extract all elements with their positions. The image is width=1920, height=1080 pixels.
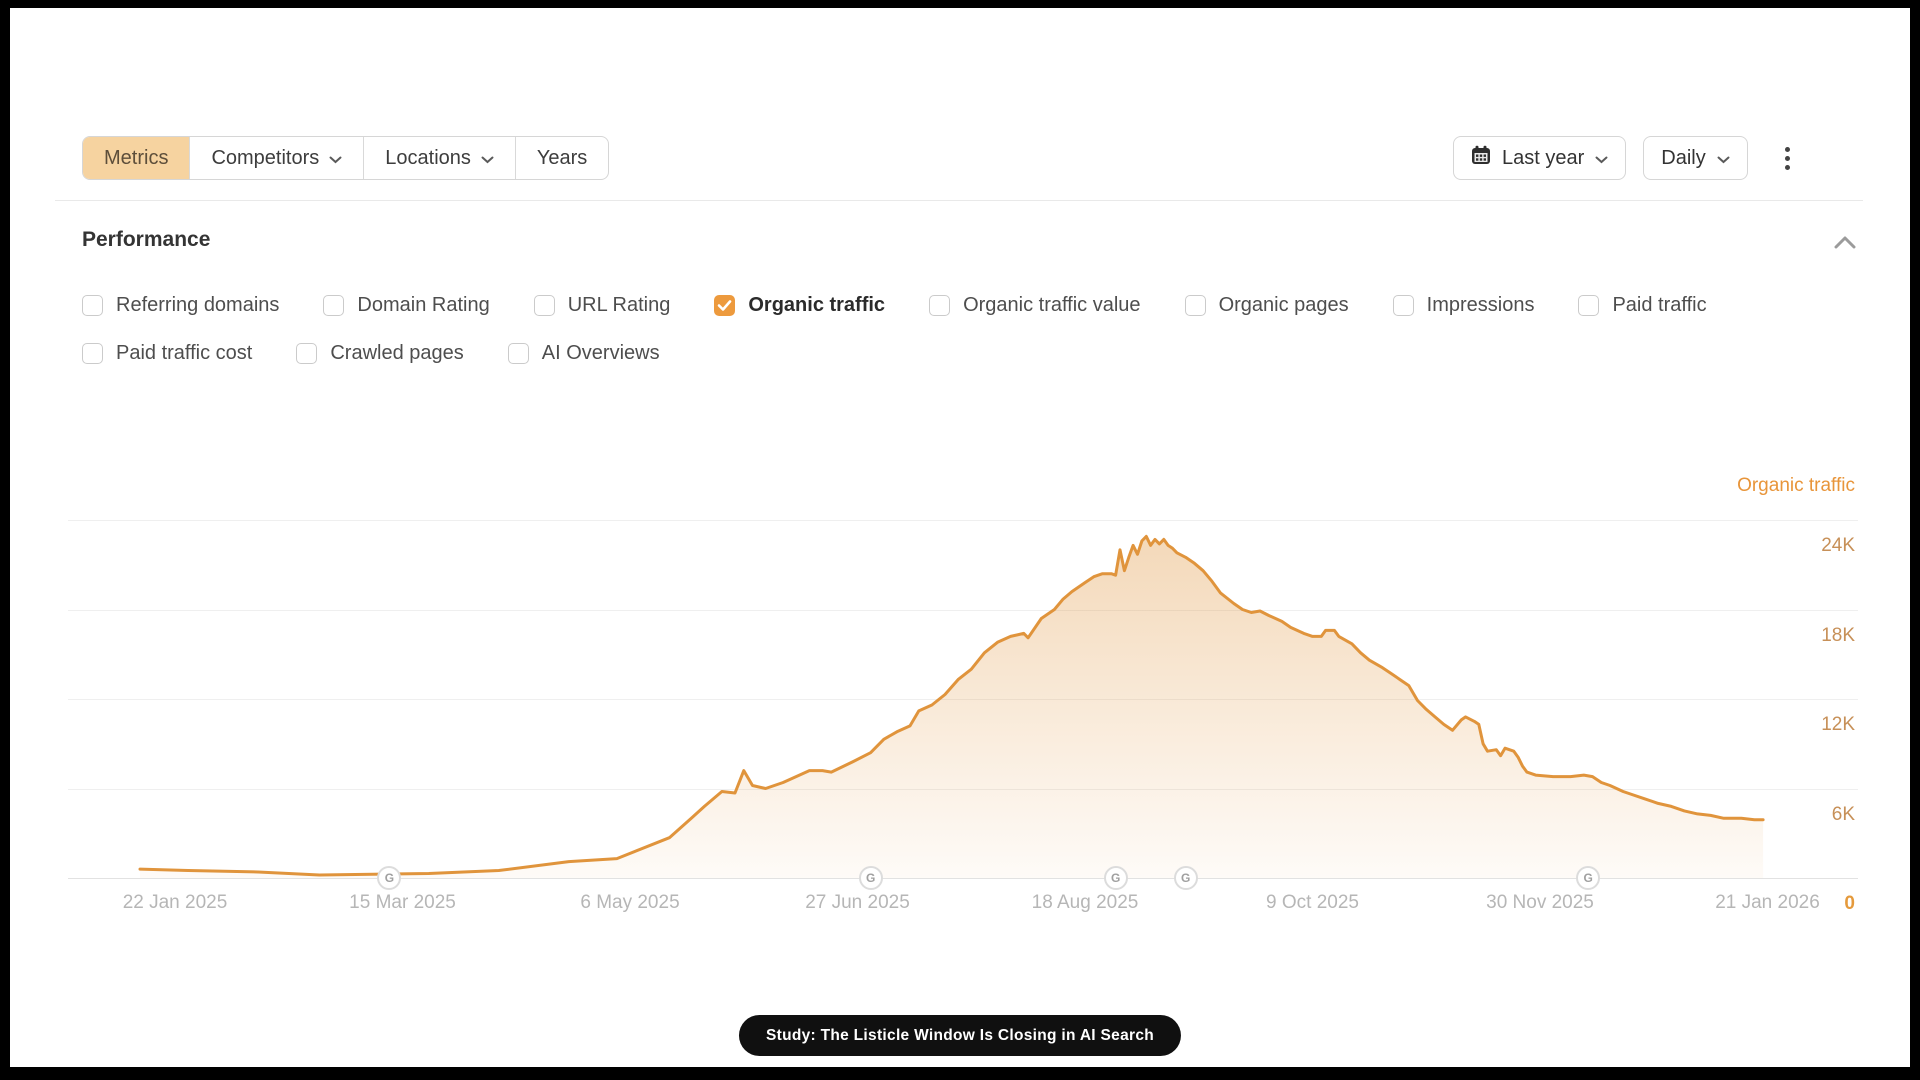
- checkbox-icon[interactable]: [929, 294, 951, 316]
- metric-checkbox-referring-domains[interactable]: Referring domains: [82, 294, 279, 317]
- metric-label: Organic traffic value: [963, 293, 1141, 316]
- chart-gridline: [68, 609, 1858, 611]
- app-canvas: Metrics Competitors Locations Years: [10, 8, 1910, 1067]
- study-title-badge: Study: The Listicle Window Is Closing in…: [738, 1015, 1182, 1056]
- chevron-down-icon: [1717, 147, 1730, 170]
- metric-label: Organic traffic: [748, 293, 886, 316]
- checkbox-icon[interactable]: [1578, 294, 1600, 316]
- y-tick-label: 24K: [1821, 535, 1855, 556]
- x-tick-label: 22 Jan 2025: [122, 892, 228, 913]
- tab-metrics[interactable]: Metrics: [83, 137, 191, 179]
- y-tick-label: 18K: [1821, 624, 1855, 646]
- tab-locations[interactable]: Locations: [364, 137, 516, 179]
- metric-label: URL Rating: [567, 293, 671, 316]
- x-tick-label: 27 Jun 2025: [805, 892, 910, 913]
- metric-label: Domain Rating: [357, 293, 490, 316]
- metric-checkbox-organic-traffic[interactable]: Organic traffic: [714, 294, 885, 317]
- google-update-marker[interactable]: G: [858, 866, 883, 890]
- metric-label: Organic pages: [1218, 293, 1349, 316]
- google-update-marker[interactable]: G: [377, 866, 402, 890]
- tab-metrics-label: Metrics: [104, 146, 169, 169]
- checkbox-icon[interactable]: [296, 342, 318, 364]
- metric-checkbox-paid-traffic[interactable]: Paid traffic: [1578, 293, 1707, 317]
- view-tabs: Metrics Competitors Locations Years: [82, 136, 610, 180]
- metric-label: AI Overviews: [541, 341, 660, 364]
- tab-competitors[interactable]: Competitors: [190, 137, 365, 179]
- x-tick-label: 30 Nov 2025: [1486, 892, 1594, 913]
- metric-label: Crawled pages: [330, 341, 464, 364]
- metric-checkbox-ai-overviews[interactable]: AI Overviews: [507, 341, 660, 365]
- metric-checkbox-impressions[interactable]: Impressions: [1392, 293, 1535, 317]
- chevron-down-icon: [1595, 147, 1608, 170]
- chart-series-label: Organic traffic: [1737, 475, 1855, 496]
- x-tick-label: 9 Oct 2025: [1266, 892, 1359, 913]
- checkbox-icon[interactable]: [323, 294, 345, 316]
- collapse-section-button[interactable]: [1834, 236, 1856, 254]
- traffic-area-chart: [138, 534, 1765, 878]
- tab-competitors-label: Competitors: [211, 146, 320, 169]
- metric-checkbox-organic-pages[interactable]: Organic pages: [1184, 293, 1349, 317]
- metric-checkbox-organic-traffic-value[interactable]: Organic traffic value: [929, 294, 1141, 317]
- metric-checkbox-domain-rating[interactable]: Domain Rating: [323, 293, 490, 317]
- granularity-button[interactable]: Daily: [1643, 136, 1748, 180]
- metric-checkbox-url-rating[interactable]: URL Rating: [533, 293, 671, 317]
- metric-label: Paid traffic cost: [116, 341, 253, 364]
- y-tick-label: 12K: [1821, 714, 1855, 735]
- chevron-down-icon: [329, 147, 342, 170]
- date-range-label: Last year: [1502, 146, 1585, 169]
- metric-label: Impressions: [1426, 293, 1535, 316]
- x-tick-label: 15 Mar 2025: [349, 892, 456, 913]
- checkbox-icon[interactable]: [1184, 294, 1206, 316]
- checkbox-icon[interactable]: [82, 342, 103, 364]
- traffic-area-fill: [140, 536, 1764, 878]
- tab-locations-label: Locations: [385, 146, 471, 169]
- metric-checkbox-paid-traffic-cost[interactable]: Paid traffic cost: [82, 342, 252, 365]
- organic-traffic-chart[interactable]: Organic traffic 24K 18K 12K 6K 0 22 Jan 2025 1…: [68, 428, 1858, 914]
- calendar-icon: [1471, 145, 1491, 171]
- y-tick-label: 6K: [1831, 803, 1855, 825]
- google-update-marker[interactable]: G: [1576, 866, 1601, 890]
- checkbox-icon[interactable]: [507, 342, 529, 364]
- checkbox-icon[interactable]: [1392, 294, 1414, 316]
- x-tick-label: 6 May 2025: [580, 892, 680, 913]
- chart-gridline: [68, 520, 1858, 521]
- google-update-marker[interactable]: G: [1173, 866, 1198, 890]
- chevron-down-icon: [481, 147, 494, 170]
- y-tick-label: 0: [1844, 893, 1855, 914]
- metric-checkbox-crawled-pages[interactable]: Crawled pages: [296, 341, 464, 365]
- metric-checkbox-row-2: Paid traffic cost Crawled pages AI Overvie…: [82, 340, 660, 366]
- granularity-label: Daily: [1661, 146, 1706, 169]
- date-range-button[interactable]: Last year: [1453, 136, 1627, 180]
- traffic-line: [138, 534, 1765, 877]
- x-tick-label: 18 Aug 2025: [1031, 892, 1139, 913]
- google-update-marker[interactable]: G: [1103, 866, 1128, 890]
- checkbox-checked-icon[interactable]: [714, 294, 736, 316]
- tab-years[interactable]: Years: [516, 137, 608, 179]
- section-title: Performance: [82, 228, 211, 251]
- kebab-menu-icon[interactable]: [1777, 141, 1798, 176]
- chart-gridline: [68, 878, 1858, 879]
- x-tick-label: 21 Jan 2026: [1715, 892, 1820, 913]
- toolbar-right: Last year Daily: [1453, 136, 1798, 180]
- tab-years-label: Years: [536, 146, 588, 169]
- checkbox-icon[interactable]: [82, 294, 103, 316]
- checkbox-icon[interactable]: [533, 294, 555, 316]
- metric-checkbox-row-1: Referring domains Domain Rating URL Rating…: [82, 292, 1707, 318]
- toolbar-divider: [55, 200, 1863, 201]
- metric-label: Referring domains: [116, 293, 280, 316]
- metric-label: Paid traffic: [1612, 293, 1707, 316]
